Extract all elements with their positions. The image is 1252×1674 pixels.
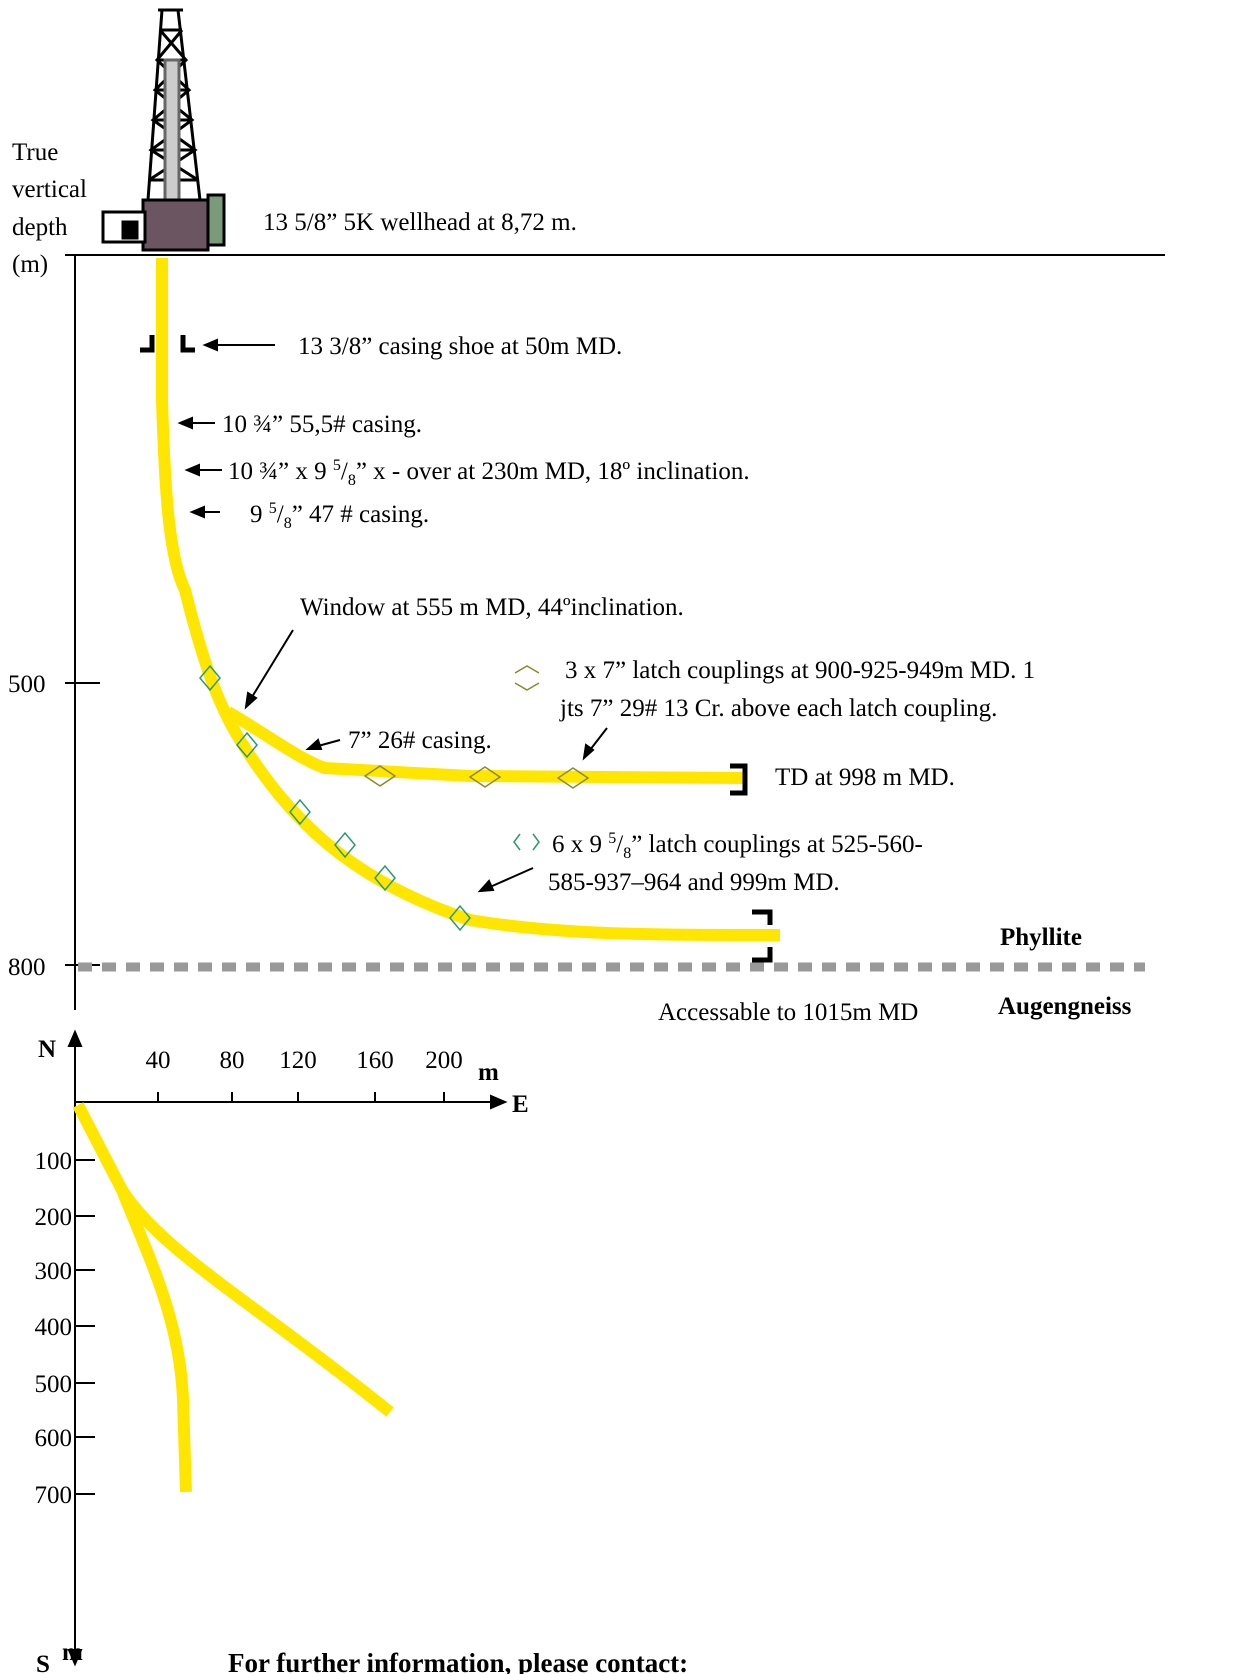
plan-axes	[67, 1029, 508, 1667]
plan-ticks: 40 80 120 160 200 100 200 300 400 500 600 700	[35, 1047, 463, 1509]
annotation: 13 3/8” casing shoe at 50m MD.	[298, 333, 622, 360]
annotation: 10 ¾” x 9 5/8” x - over at 230m MD, 18º …	[228, 457, 750, 489]
tick-label: 160	[356, 1047, 394, 1074]
axis-label: m	[62, 1639, 83, 1666]
latch-couplings-9	[199, 664, 540, 932]
tick-label: 200	[35, 1204, 73, 1231]
tick-label: 200	[425, 1047, 463, 1074]
axis-label: True	[12, 139, 58, 166]
tick-label: 500	[35, 1371, 73, 1398]
tick-label: 500	[8, 671, 46, 698]
axis-label: m	[478, 1059, 499, 1086]
plan-main-wellbore	[72, 1102, 192, 1493]
arrows	[177, 338, 608, 893]
annotation: 10 ¾” 55,5# casing.	[222, 411, 422, 438]
tick-label: 40	[146, 1047, 171, 1074]
tick-label: 300	[35, 1258, 73, 1285]
formation-label: Phyllite	[1000, 924, 1082, 951]
axis-label: N	[38, 1036, 56, 1063]
axis-label: (m)	[12, 251, 48, 278]
latch-couplings-7	[363, 665, 590, 789]
annotation: 7” 26# casing.	[348, 727, 492, 754]
axis-label: depth	[12, 214, 68, 241]
axis-label: vertical	[12, 176, 87, 203]
annotation: 3 x 7” latch couplings at 900-925-949m M…	[565, 657, 1035, 684]
annotation: 6 x 9 5/8” latch couplings at 525-560-	[552, 830, 923, 862]
formation-label: Augengneiss	[998, 993, 1132, 1020]
axis-label: E	[512, 1091, 529, 1118]
annotation: Window at 555 m MD, 44ºinclination.	[300, 594, 684, 621]
tick-label: 600	[35, 1425, 73, 1452]
plan-sidetrack	[116, 1186, 394, 1417]
footer: For further information, please contact:	[228, 1648, 688, 1674]
shoe-symbols	[140, 335, 773, 963]
annotation: TD at 998 m MD.	[775, 764, 955, 791]
tick-label: 100	[35, 1148, 73, 1175]
tick-label: 800	[8, 954, 46, 981]
axis-label: S	[36, 1651, 50, 1674]
tick-label: 400	[35, 1314, 73, 1341]
tick-label: 80	[220, 1047, 245, 1074]
drilling-rig	[101, 8, 226, 252]
annotation: 13 5/8” 5K wellhead at 8,72 m.	[263, 209, 577, 236]
main-wellbore	[156, 258, 781, 941]
annotation: Accessable to 1015m MD	[658, 999, 918, 1026]
annotation: jts 7” 29# 13 Cr. above each latch coupl…	[559, 695, 997, 722]
tick-label: 120	[279, 1047, 317, 1074]
annotation: 585-937–964 and 999m MD.	[548, 869, 840, 896]
sidetrack	[225, 706, 746, 784]
tick-label: 700	[35, 1482, 73, 1509]
annotation: 9 5/8” 47 # casing.	[250, 500, 429, 532]
